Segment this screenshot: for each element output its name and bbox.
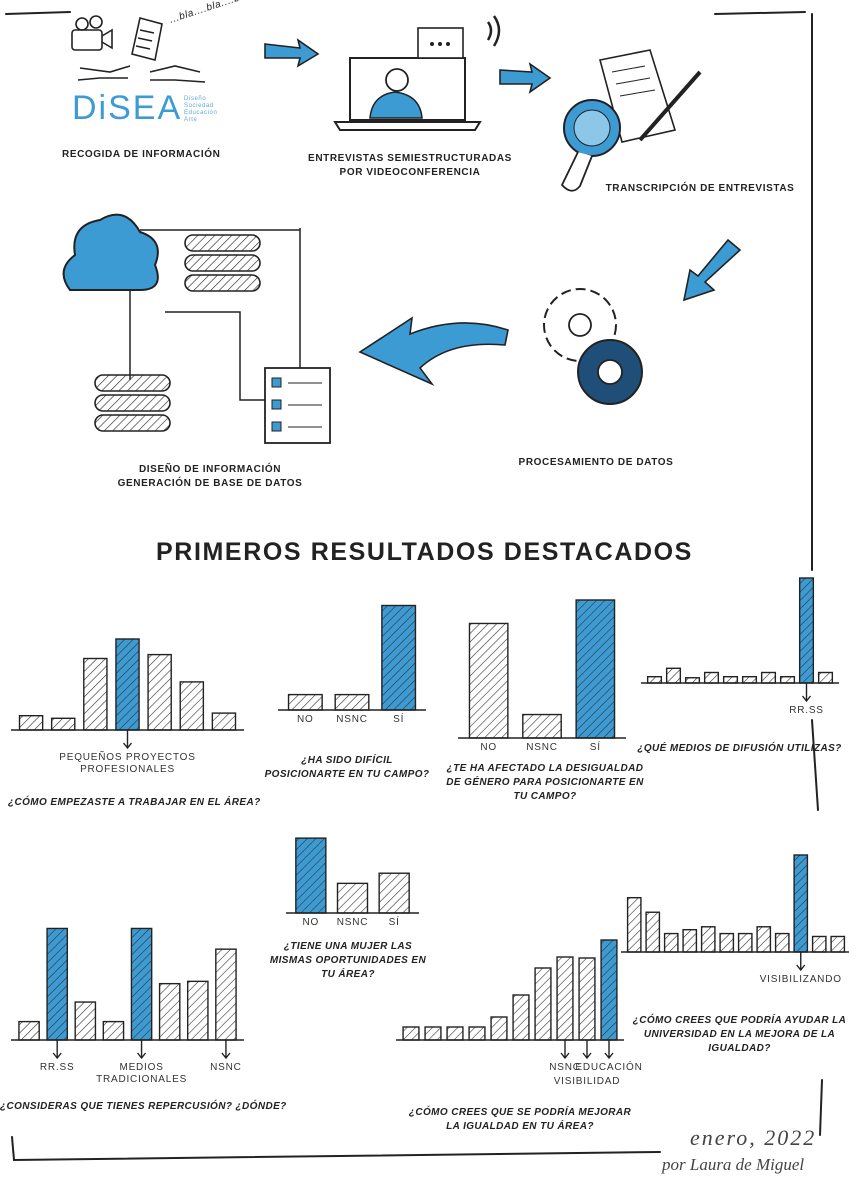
bar — [702, 927, 715, 952]
infographic: DiSEADiseñoSociedadEducaciónArte...bla..… — [0, 0, 849, 1178]
category-label: VISIBILIZANDO — [731, 974, 849, 986]
question: ¿CÓMO CREES QUE PODRÍA AYUDAR LA UNIVERS… — [632, 1014, 847, 1056]
bar — [831, 936, 844, 952]
bar — [813, 936, 826, 952]
bar — [739, 934, 752, 952]
signature-date: enero, 2022 — [690, 1125, 816, 1151]
bar-chart — [0, 0, 849, 1178]
bar — [720, 934, 733, 952]
bar — [757, 927, 770, 952]
pointer-arrow — [797, 952, 805, 970]
signature-author: por Laura de Miguel — [662, 1155, 804, 1175]
bar — [628, 898, 641, 952]
bar — [646, 912, 659, 952]
bar — [683, 930, 696, 952]
highlighted-bar — [794, 855, 807, 952]
bar — [776, 934, 789, 952]
bar — [665, 934, 678, 952]
